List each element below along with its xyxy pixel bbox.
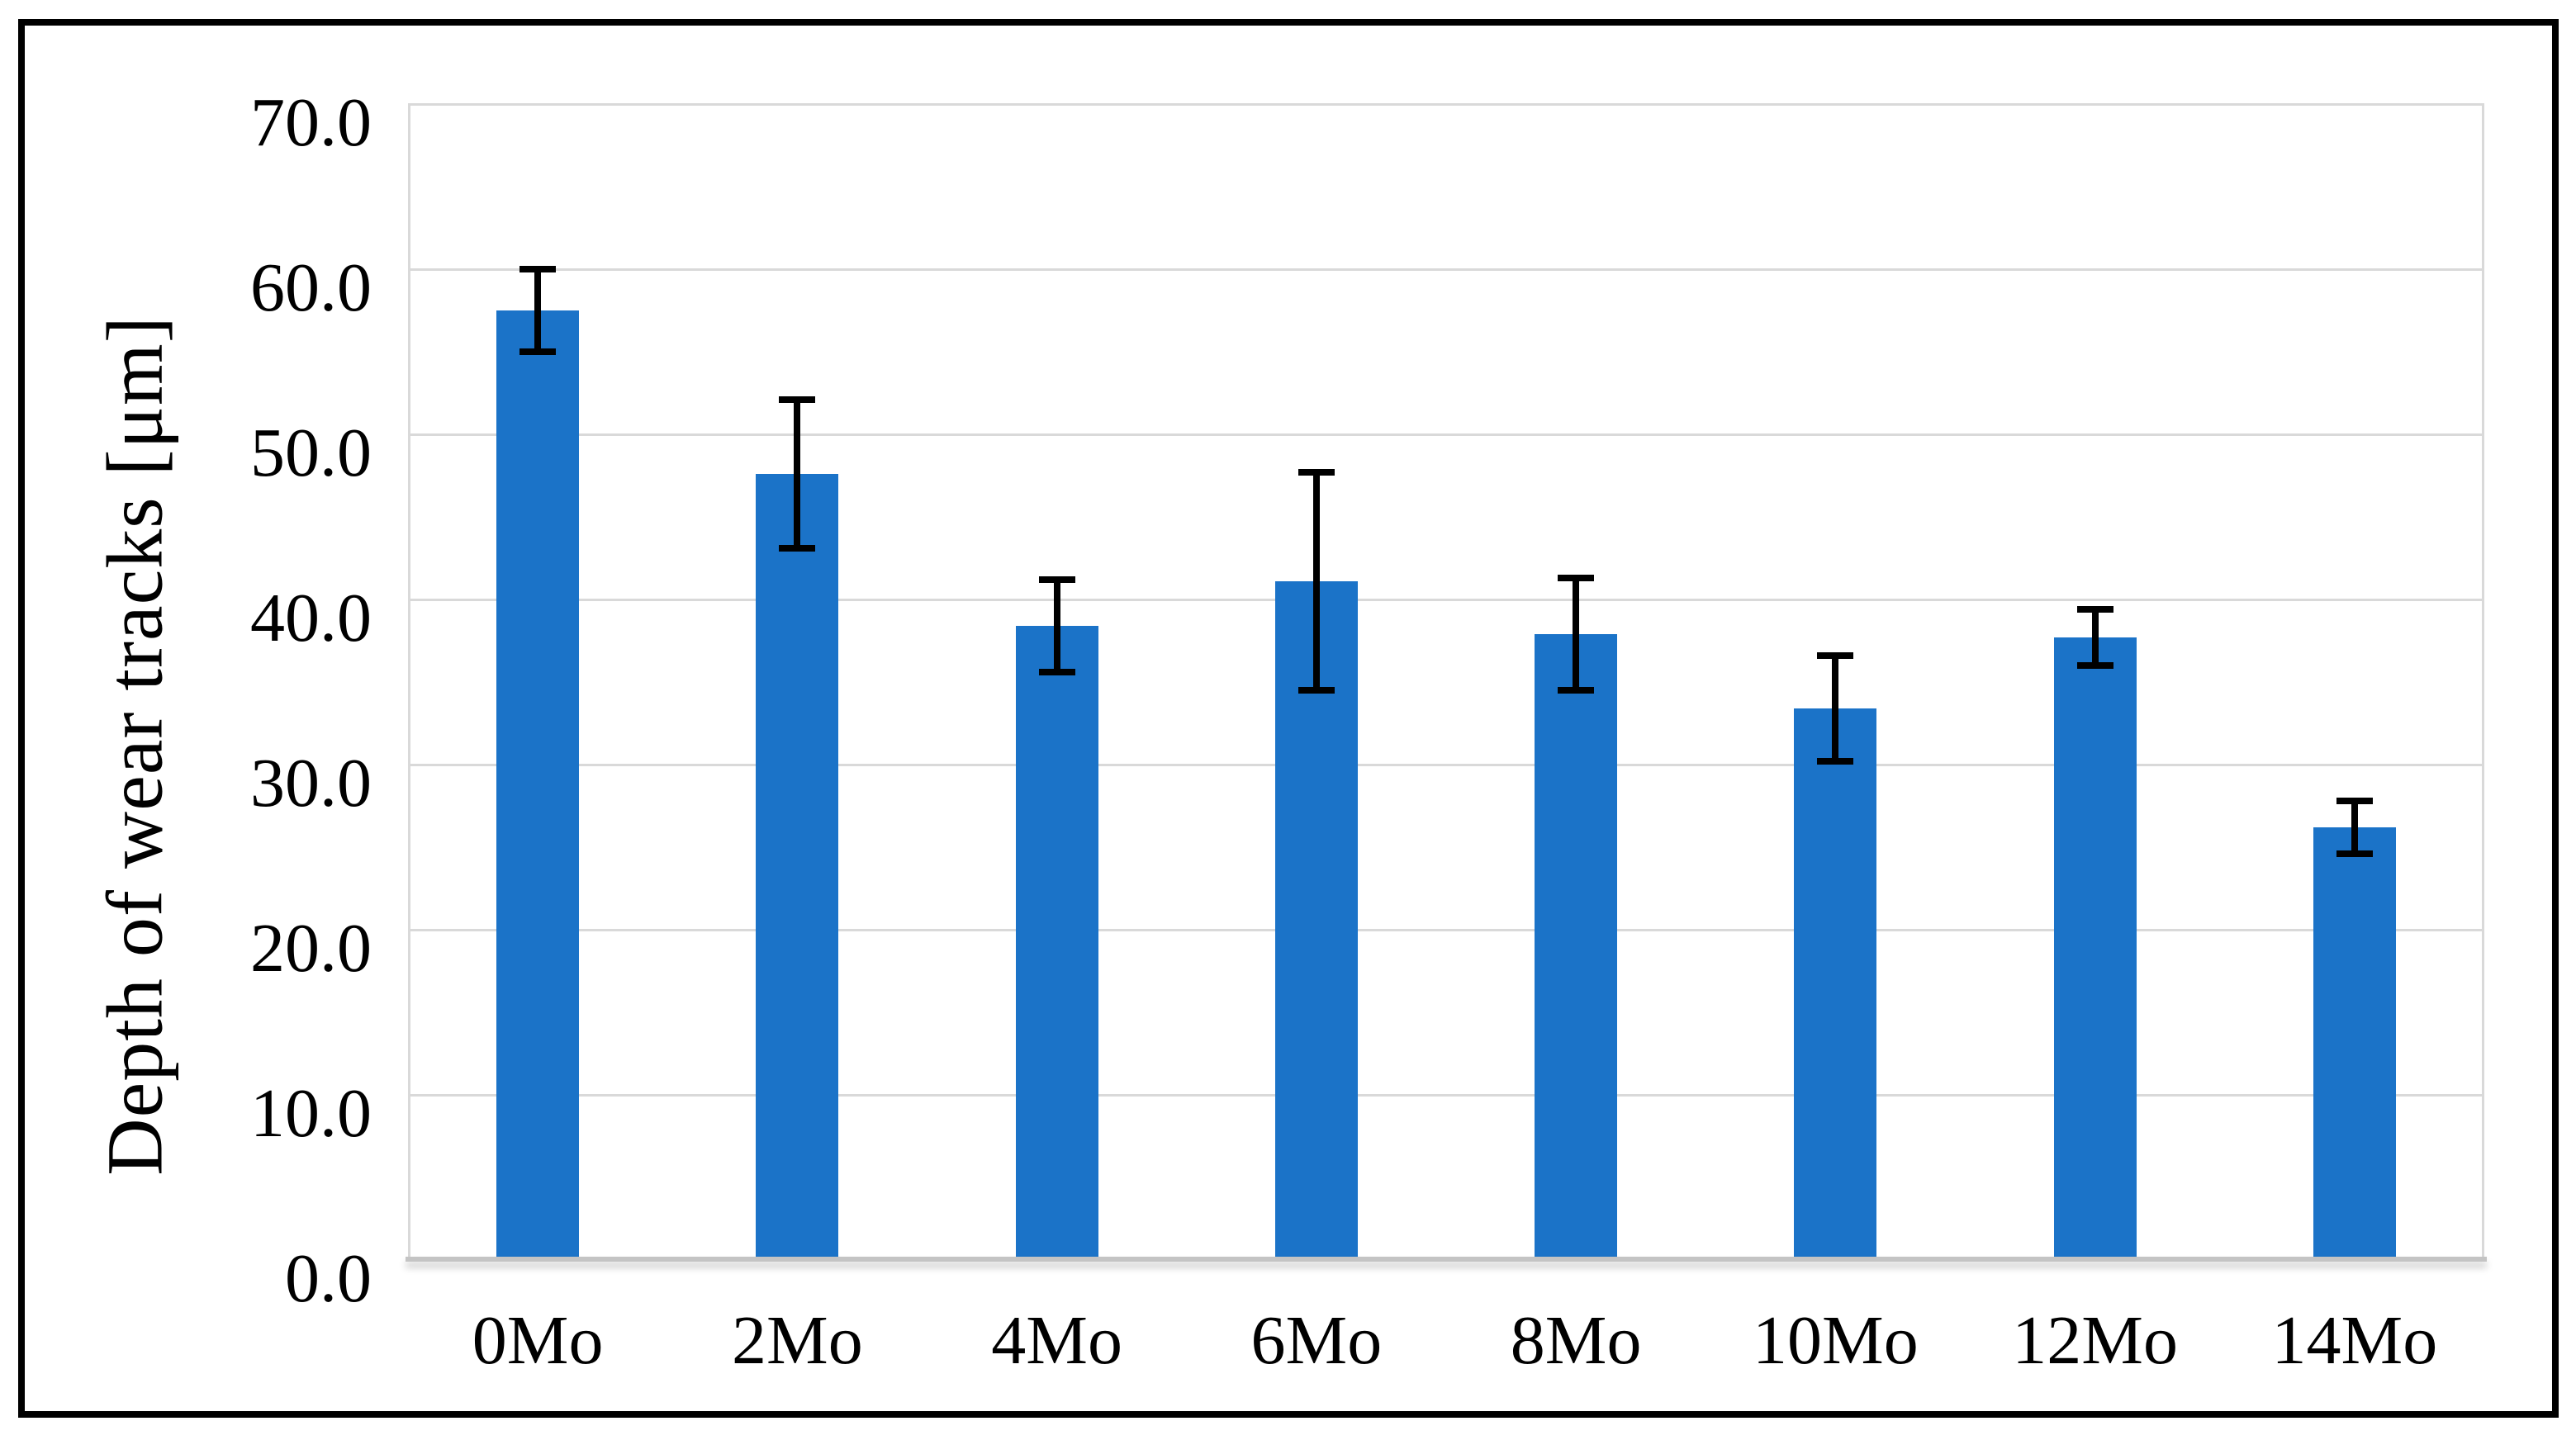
error-bar-cap (1297, 687, 1335, 694)
error-bar (1573, 578, 1580, 690)
bar (1794, 708, 1877, 1260)
y-tick-label: 10.0 (250, 1075, 372, 1152)
error-bar-cap (519, 348, 557, 355)
error-bar (2351, 801, 2358, 854)
bar (1015, 626, 1098, 1260)
gridline (408, 103, 2484, 106)
gridline (408, 433, 2484, 436)
plot-area (406, 103, 2487, 1262)
error-bar-cap (1817, 758, 1854, 765)
x-tick-label: 14Mo (2271, 1302, 2438, 1379)
x-tick-label: 6Mo (1250, 1302, 1383, 1379)
error-bar-cap (2336, 798, 2373, 804)
y-axis-title: Depth of wear tracks [μm] (90, 315, 179, 1176)
error-bar-cap (1038, 576, 1075, 583)
x-tick-label: 10Mo (1753, 1302, 1919, 1379)
y-tick-label: 30.0 (250, 745, 372, 822)
y-tick-label: 60.0 (250, 249, 372, 326)
y-tick-label: 40.0 (250, 580, 372, 656)
error-bar-cap (1038, 669, 1075, 675)
bar (756, 474, 839, 1260)
error-bar-cap (2076, 662, 2113, 669)
gridline (408, 268, 2484, 271)
error-bar (1312, 472, 1320, 690)
x-tick-label: 0Mo (472, 1302, 604, 1379)
chart-frame: 0.0 10.0 20.0 30.0 40.0 50.0 60.0 70.0 0Mo 2Mo 4M… (18, 19, 2559, 1418)
bar (496, 310, 580, 1260)
y-tick-label: 0.0 (285, 1240, 372, 1317)
x-tick-label: 2Mo (732, 1302, 863, 1379)
gridline (408, 929, 2484, 931)
error-bar (1053, 580, 1060, 672)
bar (2313, 827, 2396, 1260)
error-bar-cap (779, 545, 816, 552)
y-tick-label: 70.0 (250, 84, 372, 161)
error-bar-cap (1817, 652, 1854, 659)
y-tick-label: 20.0 (250, 910, 372, 987)
x-tick-label: 4Mo (991, 1302, 1122, 1379)
plot-border-left (408, 104, 410, 1260)
x-axis-line (406, 1257, 2487, 1262)
error-bar-cap (1297, 469, 1335, 476)
error-bar-cap (1558, 687, 1595, 694)
error-bar-cap (2076, 606, 2113, 613)
gridline (408, 1094, 2484, 1097)
bar (2053, 637, 2137, 1260)
x-tick-label: 12Mo (2012, 1302, 2178, 1379)
error-bar-cap (779, 396, 816, 403)
plot-border-right (2482, 104, 2484, 1260)
error-bar (1832, 656, 1839, 761)
error-bar (534, 269, 542, 352)
error-bar-cap (2336, 850, 2373, 857)
error-bar-cap (1558, 575, 1595, 581)
gridline (408, 599, 2484, 601)
error-bar (794, 400, 801, 548)
error-bar (2091, 609, 2099, 666)
y-tick-label: 50.0 (250, 414, 372, 491)
gridline (408, 764, 2484, 766)
bar (1274, 581, 1358, 1260)
x-tick-label: 8Mo (1510, 1302, 1642, 1379)
x-axis-tick-labels: 0Mo 2Mo 4Mo 6Mo 8Mo 10Mo 12Mo 14Mo (408, 1291, 2484, 1390)
bar (1535, 634, 1618, 1260)
error-bar-cap (519, 266, 557, 272)
